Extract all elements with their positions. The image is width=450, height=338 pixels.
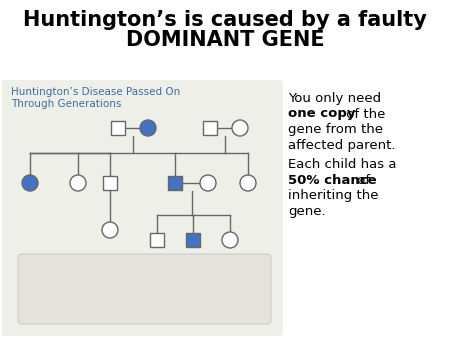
Bar xyxy=(31,296,41,308)
FancyBboxPatch shape xyxy=(2,80,283,336)
Text: gene.: gene. xyxy=(288,204,326,217)
Circle shape xyxy=(22,175,38,191)
Bar xyxy=(150,233,164,247)
Text: affected parent.: affected parent. xyxy=(288,139,396,151)
Text: Male: Male xyxy=(46,271,72,281)
Text: Huntington’s is caused by a faulty: Huntington’s is caused by a faulty xyxy=(23,10,427,30)
Text: Female: Female xyxy=(134,271,175,281)
Circle shape xyxy=(222,232,238,248)
Circle shape xyxy=(140,120,156,136)
Bar xyxy=(168,176,182,190)
Text: inheriting the: inheriting the xyxy=(288,189,378,202)
Circle shape xyxy=(102,222,118,238)
Text: Huntington’s Disease Passed On
Through Generations: Huntington’s Disease Passed On Through G… xyxy=(11,87,180,110)
Circle shape xyxy=(70,175,86,191)
Bar xyxy=(186,233,200,247)
Text: Male with HD: Male with HD xyxy=(46,297,120,307)
Circle shape xyxy=(115,269,129,283)
Text: Female with HD: Female with HD xyxy=(134,297,222,307)
Bar xyxy=(203,121,217,135)
Text: one copy: one copy xyxy=(288,107,356,121)
Text: Each child has a: Each child has a xyxy=(288,158,396,171)
FancyBboxPatch shape xyxy=(18,254,271,324)
Circle shape xyxy=(240,175,256,191)
Circle shape xyxy=(115,295,129,309)
Text: of the: of the xyxy=(342,107,385,121)
Bar xyxy=(31,270,41,282)
Text: 50% chance: 50% chance xyxy=(288,173,377,187)
Bar xyxy=(111,121,125,135)
Circle shape xyxy=(200,175,216,191)
Text: You only need: You only need xyxy=(288,92,381,105)
Bar xyxy=(103,176,117,190)
Text: DOMINANT GENE: DOMINANT GENE xyxy=(126,30,324,50)
Text: of: of xyxy=(353,173,370,187)
Text: gene from the: gene from the xyxy=(288,123,383,136)
Circle shape xyxy=(232,120,248,136)
